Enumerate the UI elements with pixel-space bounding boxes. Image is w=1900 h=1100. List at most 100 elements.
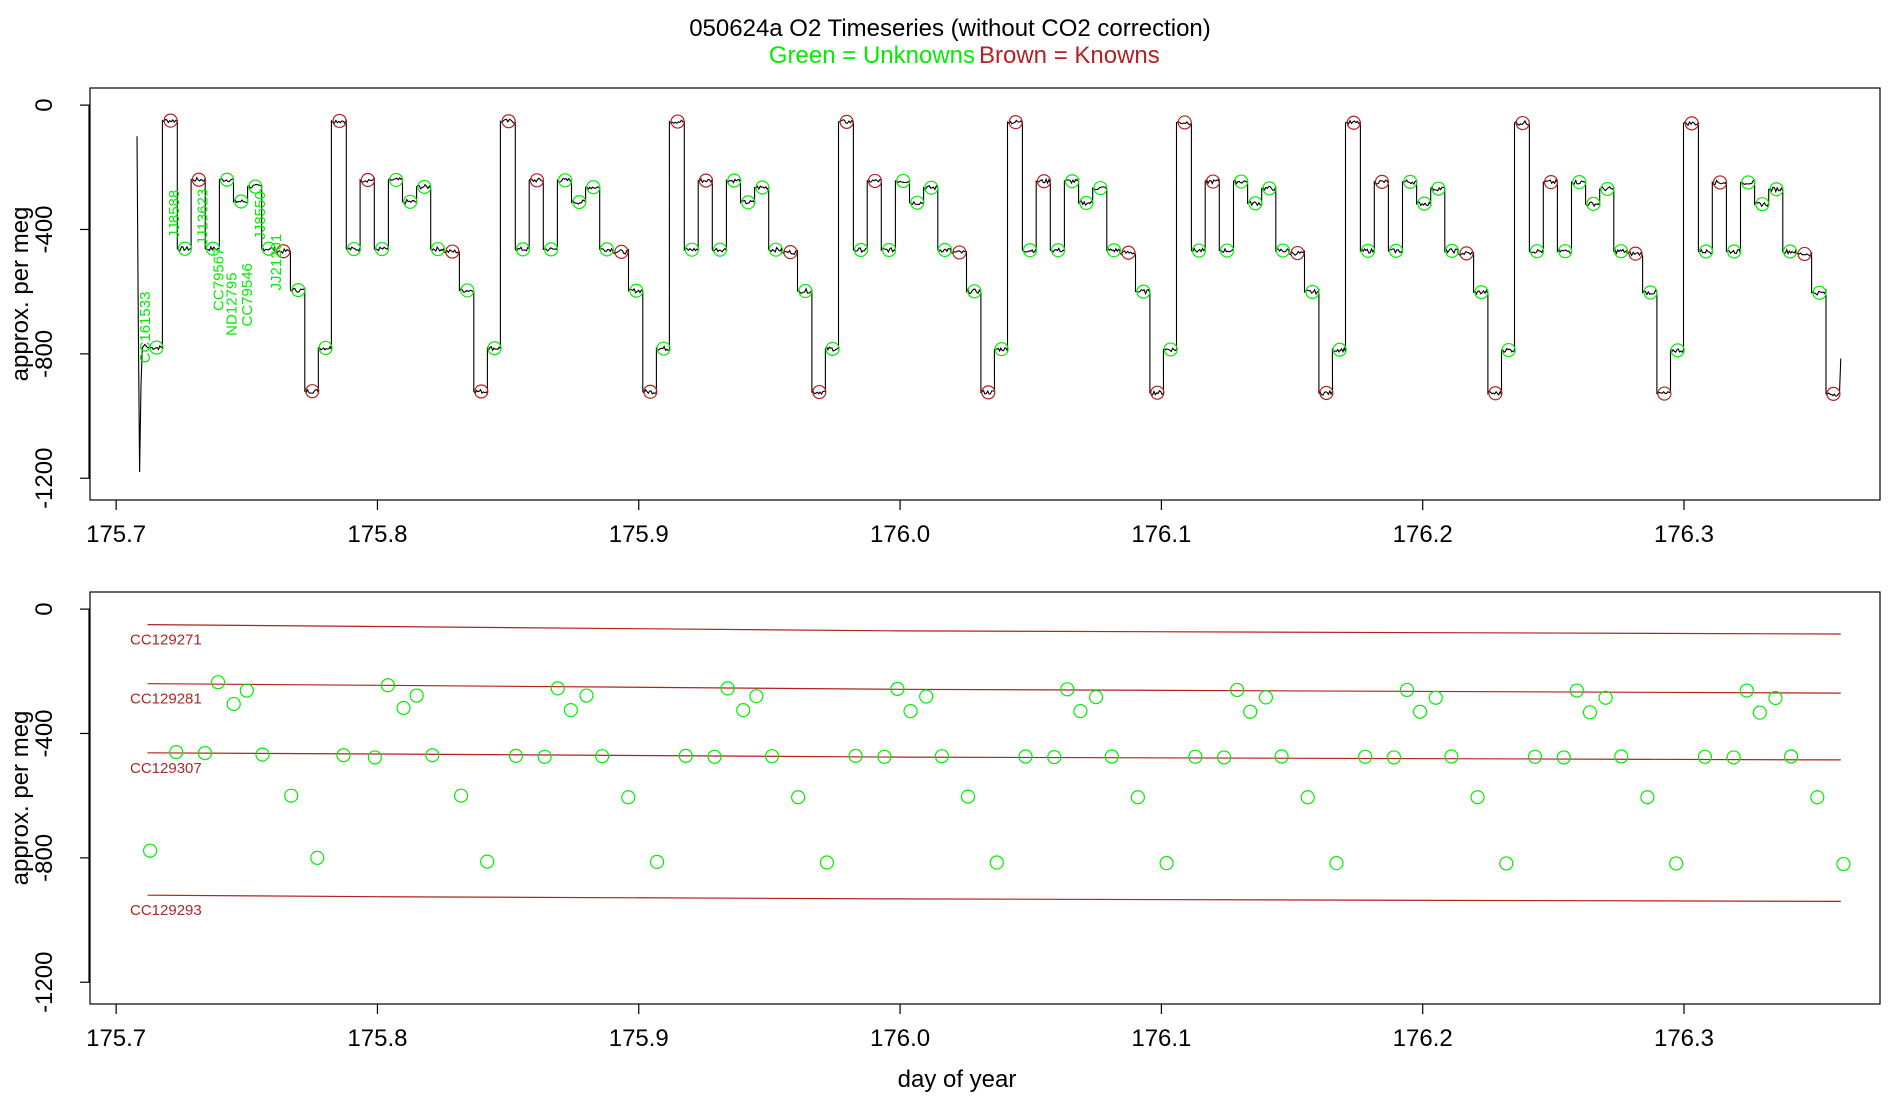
- unknown-marker: [318, 340, 333, 356]
- sample-point: [1047, 750, 1062, 765]
- bottom-y-axis-label: approx. per meg: [7, 711, 34, 886]
- sample-point: [1752, 705, 1767, 720]
- top-axes: 0 -400 -800 -1200 175.7 175.8 175.9 176.0 176.1 1…: [31, 98, 1714, 548]
- sample-points: [143, 675, 1851, 872]
- unknown-marker: [629, 283, 644, 298]
- known-marker: [1657, 386, 1672, 401]
- known-marker: [1290, 245, 1305, 261]
- top-plot-frame: [89, 87, 1881, 501]
- sample-point: [1444, 749, 1459, 764]
- sample-point: [1073, 703, 1088, 719]
- sample-point: [1784, 749, 1799, 764]
- known-marker: [1712, 175, 1728, 190]
- top-panel: 0 -400 -800 -1200 175.7 175.8 175.9 176.0 176.1 1…: [7, 87, 1881, 548]
- unknown-marker: [712, 242, 728, 257]
- known-marker: [332, 113, 347, 129]
- known-marker: [276, 244, 291, 259]
- known-marker: [614, 244, 629, 259]
- sample-point: [1230, 682, 1245, 698]
- sample-point: [1088, 689, 1104, 705]
- reference-label: CC129293: [130, 902, 202, 919]
- top-x-tick-label: 176.3: [1654, 521, 1714, 548]
- sample-point: [649, 854, 665, 869]
- unknown-marker: [924, 180, 939, 195]
- unknown-marker: [1050, 243, 1066, 258]
- known-marker: [1036, 174, 1052, 189]
- sample-point: [819, 855, 835, 870]
- sample-label: JJ21201: [268, 234, 285, 291]
- timeseries-trace: [136, 118, 1842, 473]
- unknown-marker: [1136, 284, 1151, 299]
- sample-point: [764, 749, 780, 764]
- known-marker: [1177, 115, 1192, 130]
- sample-point: [226, 696, 241, 712]
- top-x-tick-label: 176.0: [870, 521, 930, 548]
- bottom-axes: 0 -400 -800 -1200 175.7 175.8 175.9 176.0 176.1 1…: [31, 602, 1714, 1052]
- sample-point: [1640, 790, 1655, 805]
- sample-point: [480, 854, 495, 869]
- known-marker: [643, 384, 658, 399]
- sample-point: [197, 745, 213, 761]
- sample-point: [989, 855, 1004, 870]
- sample-point: [621, 790, 636, 805]
- unknown-marker: [572, 194, 587, 210]
- sample-point: [1527, 749, 1543, 764]
- sample-point: [380, 678, 395, 693]
- sample-point: [1697, 749, 1713, 764]
- unknown-marker: [248, 179, 263, 194]
- known-marker: [1515, 115, 1530, 131]
- sample-point: [791, 790, 806, 805]
- sample-point: [1556, 750, 1571, 765]
- known-marker: [1374, 174, 1390, 189]
- known-marker: [981, 385, 996, 400]
- top-y-tick-label: -1200: [31, 448, 58, 509]
- sample-point: [563, 703, 578, 718]
- sample-point: [877, 749, 892, 764]
- unknown-marker: [1360, 243, 1376, 258]
- unknown-marker: [1741, 175, 1756, 190]
- reference-label: CC129281: [130, 691, 202, 708]
- unknown-marker: [149, 340, 164, 355]
- sample-label: CC161533: [137, 292, 154, 364]
- sample-label: ND12795: [223, 272, 240, 335]
- unknown-marker: [177, 241, 192, 256]
- reference-line: [147, 624, 1841, 635]
- known-marker: [445, 244, 460, 259]
- bottom-x-tick-label: 176.1: [1131, 1025, 1191, 1052]
- sample-label: JJ8588: [166, 190, 183, 238]
- unknown-marker: [727, 173, 742, 188]
- sample-point: [890, 681, 905, 697]
- unknown-marker: [937, 242, 953, 258]
- sample-point: [1499, 856, 1514, 871]
- chart-title: 050624a O2 Timeseries (without CO2 corre…: [689, 15, 1211, 42]
- sample-point: [934, 749, 949, 764]
- sample-point: [960, 789, 976, 804]
- unknown-marker: [1755, 197, 1770, 212]
- unknown-marker: [768, 242, 784, 257]
- bottom-x-tick-label: 176.3: [1654, 1025, 1714, 1052]
- unknown-marker: [1769, 182, 1784, 197]
- unknown-marker: [1474, 285, 1489, 300]
- unknown-marker: [205, 241, 221, 256]
- sample-point: [1329, 856, 1344, 871]
- bottom-y-tick-label: -1200: [31, 952, 58, 1013]
- known-marker: [1121, 245, 1136, 260]
- reference-label: CC129307: [130, 760, 202, 777]
- known-marker: [1459, 246, 1474, 261]
- unknown-marker: [967, 284, 982, 299]
- reference-line: [147, 752, 1841, 761]
- known-marker: [698, 173, 714, 188]
- unknown-marker: [994, 342, 1009, 357]
- unknown-marker: [1558, 244, 1573, 259]
- step-markers: [149, 113, 1841, 401]
- known-marker: [501, 114, 516, 129]
- unknown-marker: [1220, 243, 1235, 258]
- sample-point: [736, 703, 751, 718]
- sample-label: JJ13623: [195, 189, 212, 246]
- unknown-marker: [656, 341, 671, 356]
- unknown-marker: [1444, 243, 1460, 258]
- unknown-marker: [1782, 244, 1798, 259]
- unknown-marker: [374, 241, 390, 257]
- unknown-marker: [1727, 244, 1742, 259]
- known-marker: [867, 173, 883, 189]
